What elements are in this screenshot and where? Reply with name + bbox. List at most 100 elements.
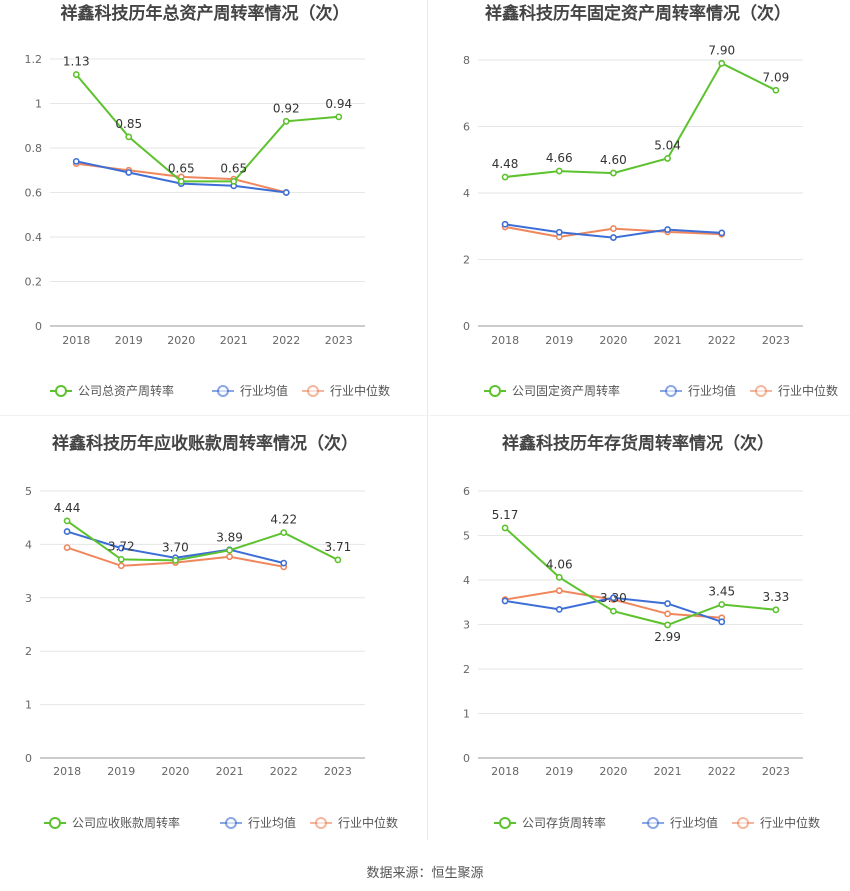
y-tick-label: 0.8 <box>25 142 43 155</box>
data-label: 4.06 <box>546 557 573 571</box>
x-tick-label: 2020 <box>161 765 189 778</box>
data-point <box>664 621 671 629</box>
y-tick-label: 2 <box>463 254 470 267</box>
y-tick-label: 3 <box>463 619 470 632</box>
data-point <box>230 177 238 185</box>
vertical-divider <box>427 0 428 840</box>
x-tick-label: 2018 <box>491 765 519 778</box>
data-label: 7.90 <box>708 43 735 57</box>
series-0 <box>501 59 780 181</box>
x-tick-label: 2018 <box>53 765 81 778</box>
x-tick-label: 2020 <box>167 334 195 347</box>
x-tick-label: 2020 <box>599 334 627 347</box>
data-point <box>610 607 617 615</box>
legend-label: 行业中位数 <box>338 815 398 830</box>
data-point <box>555 228 563 236</box>
y-tick-label: 3 <box>25 592 32 605</box>
legend-label: 行业均值 <box>240 383 288 398</box>
data-point <box>501 524 509 532</box>
y-tick-label: 1 <box>35 98 42 111</box>
data-point <box>280 529 288 537</box>
data-label: 3.71 <box>325 540 352 554</box>
legend-item: 行业中位数 <box>732 815 820 830</box>
data-point <box>555 573 563 581</box>
y-tick-label: 4 <box>463 574 470 587</box>
x-tick-label: 2019 <box>115 334 143 347</box>
legend-marker <box>755 385 767 397</box>
fixed-asset-turnover-chart: 祥鑫科技历年固定资产周转率情况（次） 0 2 4 6 8 2018 2019 2020 2021 2… <box>463 3 838 398</box>
chart-title: 祥鑫科技历年应收账款周转率情况（次） <box>52 433 358 454</box>
data-point <box>177 177 185 185</box>
series-line <box>504 527 776 626</box>
chart-title: 祥鑫科技历年存货周转率情况（次） <box>502 433 774 454</box>
x-tick-label: 2023 <box>324 765 352 778</box>
x-tick-label: 2022 <box>272 334 300 347</box>
data-label: 4.66 <box>546 151 573 165</box>
y-tick-label: 6 <box>463 485 470 498</box>
data-label: 1.13 <box>63 55 90 69</box>
receivables-turnover-chart: 祥鑫科技历年应收账款周转率情况（次） 0 1 2 3 4 5 2018 2019 2020 2021… <box>25 433 398 830</box>
data-point <box>772 606 780 614</box>
legend-item: 行业均值 <box>212 383 288 398</box>
data-point <box>226 553 233 561</box>
data-point <box>664 226 671 233</box>
legend-marker <box>49 817 61 829</box>
y-tick-label: 0.4 <box>25 231 43 244</box>
data-point <box>718 618 726 626</box>
legend-label: 公司总资产周转率 <box>78 383 174 398</box>
legend-marker <box>647 817 659 829</box>
data-label: 4.44 <box>54 501 81 515</box>
data-point <box>117 555 125 563</box>
data-point <box>334 556 342 564</box>
data-label: 0.85 <box>115 117 142 131</box>
y-tick-label: 0 <box>463 320 470 333</box>
y-tick-label: 0 <box>463 752 470 765</box>
data-point <box>335 113 343 121</box>
legend-label: 公司存货周转率 <box>522 815 606 830</box>
data-label: 3.70 <box>162 540 189 554</box>
data-point <box>72 71 80 78</box>
data-label: 3.30 <box>600 591 627 605</box>
legend-label: 公司固定资产周转率 <box>512 383 620 398</box>
legend-marker <box>665 385 677 397</box>
y-tick-label: 8 <box>463 54 470 67</box>
chart-title: 祥鑫科技历年固定资产周转率情况（次） <box>485 3 791 24</box>
y-tick-label: 0.6 <box>25 187 43 200</box>
data-point <box>664 155 671 162</box>
x-tick-label: 2022 <box>708 765 736 778</box>
x-tick-label: 2018 <box>491 334 519 347</box>
data-point <box>610 225 617 232</box>
series-0 <box>72 71 343 185</box>
data-label: 3.45 <box>708 584 735 598</box>
data-point <box>718 59 726 67</box>
data-label: 3.72 <box>108 539 135 553</box>
y-tick-label: 2 <box>25 645 32 658</box>
legend-marker <box>737 817 749 829</box>
legend-marker <box>499 817 511 829</box>
data-label: 0.65 <box>220 161 247 175</box>
data-point <box>72 157 80 165</box>
legend-item: 行业中位数 <box>310 815 398 830</box>
legend-label: 行业中位数 <box>330 383 390 398</box>
data-point <box>610 234 617 241</box>
legend-label: 行业均值 <box>248 815 296 830</box>
y-tick-label: 1 <box>25 699 32 712</box>
legend-item: 行业均值 <box>220 815 296 830</box>
series-1 <box>501 220 726 241</box>
chart-title: 祥鑫科技历年总资产周转率情况（次） <box>61 3 350 24</box>
data-point <box>501 220 509 228</box>
y-tick-label: 0.2 <box>25 276 43 289</box>
legend-item: 公司应收账款周转率 <box>44 815 180 830</box>
legend-marker <box>315 817 327 829</box>
data-label: 5.04 <box>654 138 681 152</box>
series-1 <box>501 594 726 626</box>
data-point <box>117 562 125 570</box>
x-tick-label: 2023 <box>762 334 790 347</box>
data-point <box>117 544 125 552</box>
inventory-turnover-chart: 祥鑫科技历年存货周转率情况（次） 0 1 2 3 4 5 6 2018 2019 2020 2021 2… <box>463 433 820 830</box>
legend-item: 公司存货周转率 <box>494 815 606 830</box>
x-tick-label: 2022 <box>708 334 736 347</box>
x-tick-label: 2021 <box>654 334 682 347</box>
data-point <box>555 587 563 595</box>
series-line <box>504 61 777 178</box>
